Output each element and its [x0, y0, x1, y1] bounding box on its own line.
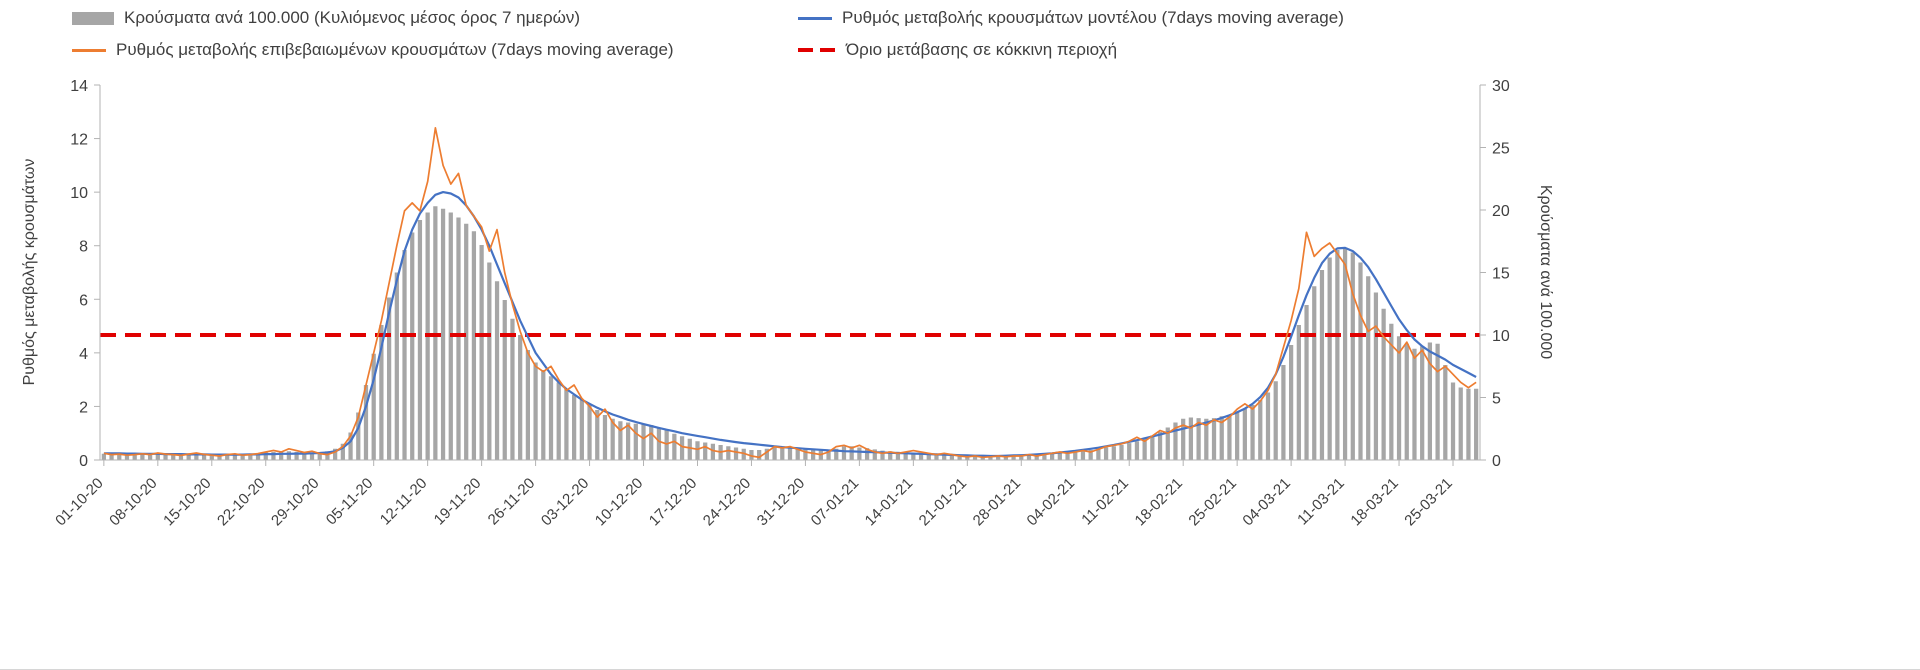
svg-text:03-12-20: 03-12-20	[538, 475, 592, 529]
legend-label-cases-bars: Κρούσματα ανά 100.000 (Κυλιόμενος μέσος …	[124, 8, 581, 27]
legend-label-threshold: Όριο μετάβασης σε κόκκινη περιοχή	[846, 40, 1118, 59]
model-line-swatch-icon	[798, 16, 832, 20]
svg-text:5: 5	[1492, 391, 1501, 408]
svg-text:15-10-20: 15-10-20	[160, 475, 214, 529]
y-axis-left: 0 2 4 6 8 10 12 14	[70, 78, 100, 470]
svg-text:24-12-20: 24-12-20	[700, 475, 754, 529]
svg-text:07-01-21: 07-01-21	[808, 475, 862, 529]
svg-text:04-03-21: 04-03-21	[1239, 475, 1293, 529]
svg-text:18-03-21: 18-03-21	[1347, 475, 1401, 529]
svg-text:10: 10	[70, 185, 88, 202]
svg-text:05-11-20: 05-11-20	[323, 475, 377, 529]
svg-text:10: 10	[1492, 328, 1510, 345]
axes	[99, 85, 1481, 461]
svg-text:30: 30	[1492, 78, 1510, 95]
line-model	[103, 191, 1477, 458]
y-axis-right: 0 5 10 15 20 25 30	[1480, 78, 1510, 470]
right-axis-title: Κρούσματα ανά 100.000	[1537, 184, 1554, 360]
svg-text:25-02-21: 25-02-21	[1185, 475, 1239, 529]
svg-text:12: 12	[70, 132, 88, 149]
svg-text:14-01-21: 14-01-21	[862, 475, 916, 529]
legend-item-confirmed-line: Ρυθμός μεταβολής επιβεβαιωμένων κρουσμάτ…	[72, 40, 798, 60]
svg-text:04-02-21: 04-02-21	[1024, 475, 1078, 529]
svg-text:28-01-21: 28-01-21	[970, 475, 1024, 529]
svg-text:14: 14	[70, 78, 88, 95]
threshold-dash-swatch-icon	[798, 48, 836, 52]
legend-label-model-line: Ρυθμός μεταβολής κρουσμάτων μοντέλου (7d…	[842, 8, 1344, 27]
svg-text:26-11-20: 26-11-20	[485, 475, 539, 529]
svg-text:15: 15	[1492, 266, 1510, 283]
svg-text:11-02-21: 11-02-21	[1078, 475, 1132, 529]
svg-text:0: 0	[1492, 453, 1501, 470]
svg-text:25-03-21: 25-03-21	[1401, 475, 1455, 529]
svg-text:8: 8	[79, 239, 88, 256]
legend-item-model-line: Ρυθμός μεταβολής κρουσμάτων μοντέλου (7d…	[798, 8, 1344, 28]
svg-text:29-10-20: 29-10-20	[268, 475, 322, 529]
bars-series	[101, 206, 1479, 461]
svg-text:4: 4	[79, 346, 88, 363]
svg-text:31-12-20: 31-12-20	[754, 475, 808, 529]
line-confirmed	[103, 127, 1477, 459]
svg-text:25: 25	[1492, 141, 1510, 158]
svg-text:20: 20	[1492, 203, 1510, 220]
svg-text:6: 6	[79, 292, 88, 309]
svg-text:2: 2	[79, 399, 88, 416]
left-axis-title: Ρυθμός μεταβολής κρουσμάτων	[21, 158, 38, 386]
svg-text:12-11-20: 12-11-20	[377, 475, 431, 529]
legend: Κρούσματα ανά 100.000 (Κυλιόμενος μέσος …	[72, 8, 1344, 60]
svg-text:21-01-21: 21-01-21	[916, 475, 970, 529]
svg-text:01-10-20: 01-10-20	[52, 475, 106, 529]
svg-text:17-12-20: 17-12-20	[646, 475, 700, 529]
svg-text:0: 0	[79, 453, 88, 470]
svg-text:11-03-21: 11-03-21	[1294, 475, 1348, 529]
x-axis: 01-10-20 08-10-20 15-10-20 22-10-20 29-10-20…	[52, 460, 1456, 529]
legend-label-confirmed-line: Ρυθμός μεταβολής επιβεβαιωμένων κρουσμάτ…	[116, 40, 674, 59]
legend-item-cases-bars: Κρούσματα ανά 100.000 (Κυλιόμενος μέσος …	[72, 8, 798, 28]
svg-text:19-11-20: 19-11-20	[431, 475, 485, 529]
confirmed-line-swatch-icon	[72, 48, 106, 52]
svg-text:10-12-20: 10-12-20	[592, 475, 646, 529]
svg-text:18-02-21: 18-02-21	[1132, 475, 1186, 529]
svg-text:08-10-20: 08-10-20	[106, 475, 160, 529]
bar-swatch-icon	[72, 11, 114, 25]
legend-item-threshold: Όριο μετάβασης σε κόκκινη περιοχή	[798, 40, 1344, 60]
svg-text:22-10-20: 22-10-20	[214, 475, 268, 529]
